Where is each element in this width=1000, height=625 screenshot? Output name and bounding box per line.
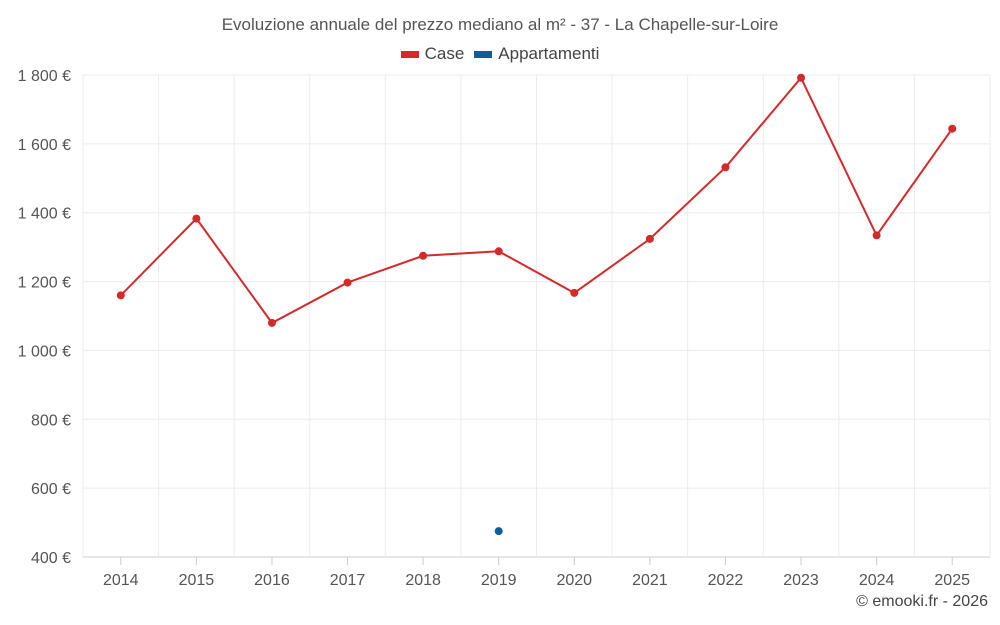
legend-swatch-case	[400, 50, 419, 58]
data-point[interactable]	[721, 163, 730, 172]
data-point[interactable]	[872, 231, 881, 240]
x-tick-label: 2017	[330, 572, 366, 589]
data-point[interactable]	[343, 278, 352, 287]
y-tick-label: 400 €	[31, 550, 71, 567]
x-tick-label: 2024	[859, 572, 895, 589]
legend-item-case[interactable]: Case	[400, 44, 465, 64]
data-point[interactable]	[494, 527, 503, 536]
data-point[interactable]	[797, 73, 806, 82]
x-tick-label: 2020	[556, 572, 592, 589]
data-point[interactable]	[570, 288, 579, 297]
x-tick-label: 2018	[405, 572, 441, 589]
y-tick-label: 1 200 €	[18, 275, 71, 292]
y-tick-label: 600 €	[31, 481, 71, 498]
y-tick-label: 1 400 €	[18, 206, 71, 223]
x-tick-label: 2019	[481, 572, 517, 589]
legend-item-appartamenti[interactable]: Appartamenti	[474, 44, 599, 64]
y-tick-label: 1 000 €	[18, 343, 71, 360]
data-point[interactable]	[192, 214, 201, 223]
legend-label-appartamenti: Appartamenti	[498, 44, 600, 63]
data-point[interactable]	[116, 291, 125, 300]
series-line-0	[120, 75, 954, 325]
grid	[82, 74, 991, 558]
legend-label-case: Case	[424, 44, 465, 63]
data-point[interactable]	[494, 247, 503, 256]
x-tick-label: 2016	[254, 572, 290, 589]
data-point[interactable]	[645, 234, 654, 243]
x-tick-label: 2015	[179, 572, 215, 589]
data-point[interactable]	[419, 251, 428, 260]
x-tick-label: 2021	[632, 572, 668, 589]
chart-title: Evoluzione annuale del prezzo mediano al…	[221, 15, 779, 34]
legend: Case Appartamenti	[0, 44, 1000, 64]
y-tick-label: 1 800 €	[18, 68, 71, 85]
x-tick-label: 2014	[103, 572, 139, 589]
legend-swatch-appartamenti	[474, 50, 493, 58]
x-tick-label: 2023	[783, 572, 819, 589]
series	[116, 73, 957, 536]
y-tick-label: 800 €	[31, 412, 71, 429]
data-point[interactable]	[267, 318, 276, 327]
x-tick-label: 2022	[708, 572, 744, 589]
y-tick-label: 1 600 €	[18, 137, 71, 154]
axes: 400 € 600 € 800 € 1 000 € 1 200 € 1 400 € 1 60…	[18, 68, 970, 589]
credits[interactable]: © emooki.fr - 2026	[856, 593, 988, 610]
data-point[interactable]	[948, 124, 957, 133]
x-tick-label: 2025	[934, 572, 970, 589]
